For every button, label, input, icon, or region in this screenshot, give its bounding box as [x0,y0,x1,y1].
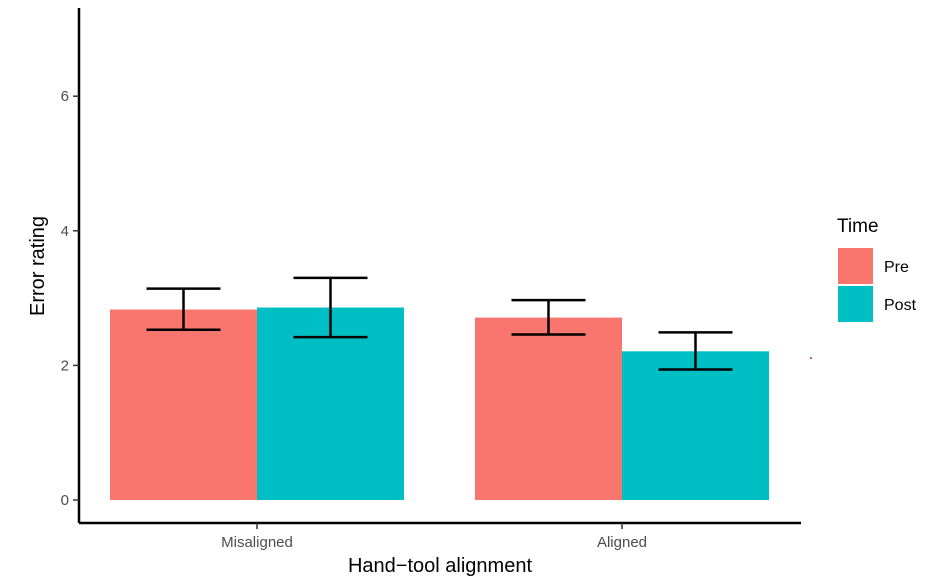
bar-pre-aligned [475,317,622,500]
y-axis-title: Error rating [27,216,49,316]
legend-items: Pre Post [838,248,917,322]
legend-label-pre: Pre [884,259,909,276]
y-tick-label: 2 [61,357,69,374]
y-tick-label: 4 [61,223,69,240]
bars-layer [110,307,769,500]
error-bar-pre-misaligned [146,287,221,331]
error-bar-pre-aligned [511,298,586,336]
legend: Time Pre Post [837,216,917,322]
x-tick-label: Aligned [597,534,647,551]
legend-title: Time [837,216,879,237]
legend-label-post: Post [884,297,917,314]
y-ticks-layer: 0 2 4 6 [61,88,79,509]
bar-post-misaligned [257,307,404,500]
bar-post-aligned [622,351,769,500]
y-tick-label: 6 [61,88,69,105]
y-tick-label: 0 [61,492,69,509]
error-bar-post-aligned [658,331,733,371]
error-bar-post-misaligned [293,276,368,339]
x-tick-label: Misaligned [221,534,293,551]
stray-mark [810,357,812,359]
legend-swatch-pre [838,248,873,284]
x-axis-title: Hand−tool alignment [348,555,532,577]
x-ticks-layer: Misaligned Aligned [221,523,647,551]
bar-pre-misaligned [110,309,257,500]
legend-swatch-post [838,286,873,322]
error-bars-layer [146,276,733,371]
